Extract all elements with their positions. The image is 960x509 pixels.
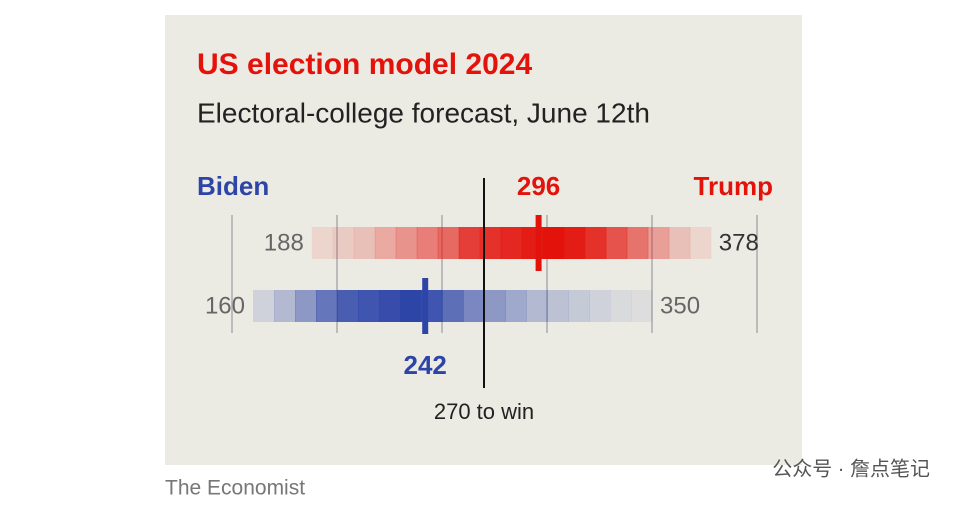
heat-cell (458, 227, 481, 259)
heat-cell (568, 290, 590, 322)
range-low-label: 188 (264, 229, 304, 256)
heat-cell (395, 227, 418, 259)
source: The Economist (165, 477, 305, 500)
watermark: 公众号 · 詹点笔记 (772, 457, 930, 480)
heat-cell (563, 227, 586, 259)
heat-cell (316, 290, 338, 322)
heat-cell (311, 227, 334, 259)
heat-cell (442, 290, 464, 322)
heat-cell (526, 290, 548, 322)
threshold-label: 270 to win (434, 399, 534, 424)
heat-cell (505, 290, 527, 322)
heat-cell (332, 227, 355, 259)
heat-cell (437, 227, 460, 259)
heat-cell (610, 290, 632, 322)
heat-cell (589, 290, 611, 322)
heat-cell (484, 290, 506, 322)
heat-cell (295, 290, 317, 322)
heat-cell (668, 227, 691, 259)
heat-cell (547, 290, 569, 322)
heat-cell (353, 227, 376, 259)
median-mark (422, 278, 429, 334)
heat-cell (358, 290, 380, 322)
median-mark (535, 215, 542, 271)
heat-cell (626, 227, 649, 259)
chart-title: US election model 2024 (197, 48, 532, 81)
median-label: 296 (517, 171, 560, 201)
heat-cell (584, 227, 607, 259)
range-low-label: 160 (205, 292, 245, 319)
heat-cell (337, 290, 359, 322)
median-label: 242 (404, 350, 447, 380)
heat-cell (374, 227, 397, 259)
heat-cell (605, 227, 628, 259)
heat-cell (463, 290, 485, 322)
heat-cell (689, 227, 712, 259)
heat-cell (500, 227, 523, 259)
heat-cell (479, 227, 502, 259)
heat-cell (274, 290, 296, 322)
chart-subtitle: Electoral-college forecast, June 12th (197, 97, 650, 128)
heat-cell (647, 227, 670, 259)
heat-cell (416, 227, 439, 259)
heat-cell (542, 227, 565, 259)
legend-label: Biden (197, 171, 269, 201)
heat-cell (253, 290, 275, 322)
legend-label: Trump (694, 171, 773, 201)
heat-cell (631, 290, 653, 322)
range-high-label: 378 (719, 229, 759, 256)
range-high-label: 350 (660, 292, 700, 319)
heat-cell (379, 290, 401, 322)
heat-cell (400, 290, 422, 322)
